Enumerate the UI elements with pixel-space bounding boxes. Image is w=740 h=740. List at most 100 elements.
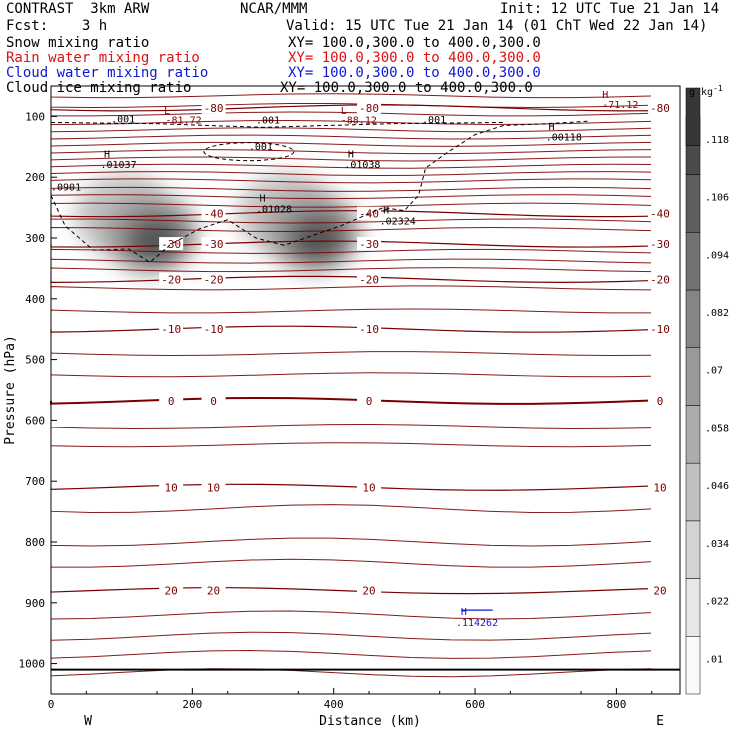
annotation-label: .001	[249, 142, 273, 153]
contour-line	[50, 631, 652, 641]
isotherm-label: 20	[207, 585, 220, 598]
colorbar-tick-label: .01	[705, 654, 723, 665]
contour-line	[50, 248, 652, 254]
contour-line	[50, 442, 652, 448]
y-tick-label: 700	[25, 475, 45, 488]
colorbar-tick-label: .034	[705, 539, 729, 550]
isotherm-label: 10	[207, 481, 220, 494]
annotation-label: .001	[256, 116, 280, 127]
legend-snow-label: Snow mixing ratio	[6, 35, 150, 51]
isotherm-label: 10	[362, 481, 375, 494]
center-title: NCAR/MMM	[240, 1, 308, 17]
contour-line	[50, 267, 652, 273]
isotherm--10	[50, 325, 652, 333]
colorbar-swatch	[685, 462, 701, 522]
contour-line	[50, 149, 652, 155]
legend-rain-label: Rain water mixing ratio	[6, 50, 200, 66]
colorbar-swatch	[685, 87, 701, 146]
colorbar-tick-label: .118	[705, 135, 729, 146]
annotation-label: H	[549, 122, 555, 133]
legend-snow-xy: XY= 100.0,300.0 to 400.0,300.0	[288, 35, 541, 51]
isotherm-label: 0	[366, 395, 373, 408]
plot-frame	[50, 85, 681, 695]
x-axis-label: Distance (km)	[319, 714, 421, 729]
annotation-label: H	[461, 607, 467, 618]
x-axis-west-label: W	[84, 714, 92, 729]
annotation-label: .001	[111, 114, 135, 125]
legend-rain-xy: XY= 100.0,300.0 to 400.0,300.0	[288, 50, 541, 66]
contour-line	[50, 134, 652, 140]
annotation-label: H	[348, 150, 354, 161]
isotherm-label: 0	[657, 395, 664, 408]
cloud-ice-top-contour	[50, 121, 504, 128]
legend-cloud-water-xy: XY= 100.0,300.0 to 400.0,300.0	[288, 65, 541, 81]
contour-line	[50, 610, 652, 620]
colorbar-swatch	[685, 289, 701, 348]
legend-cloud-water-label: Cloud water mixing ratio	[6, 65, 209, 81]
isotherm-20	[50, 587, 652, 595]
colorbar-swatch	[685, 232, 701, 291]
isotherm-label: -30	[359, 238, 379, 251]
annotation-label: .01038	[344, 160, 380, 171]
annotation-label: .01028	[256, 204, 292, 215]
annotation-label: .114262	[456, 618, 498, 629]
isotherm-label: -10	[161, 323, 181, 336]
isotherm-label: -10	[204, 323, 224, 336]
colorbar-unit: g kg-1	[689, 84, 723, 98]
legend-cloud-ice-xy: XY= 100.0,300.0 to 400.0,300.0	[280, 80, 533, 96]
colorbar-tick-label: .094	[705, 250, 729, 261]
isotherm-label: 20	[362, 585, 375, 598]
contour-line	[50, 156, 652, 162]
y-tick-label: 200	[25, 171, 45, 184]
isotherm-label: -20	[161, 273, 181, 286]
isotherm-label: -80	[650, 102, 670, 115]
contour-line	[50, 504, 652, 513]
y-tick-label: 400	[25, 293, 45, 306]
x-tick-label: 200	[182, 698, 202, 711]
colorbar-tick-label: .106	[705, 193, 729, 204]
annotation-label: -88.12	[341, 116, 377, 127]
contour-line	[50, 163, 652, 169]
snow-shading-1	[74, 174, 198, 273]
isotherm-10	[50, 483, 652, 491]
y-tick-label: 800	[25, 536, 45, 549]
y-tick-label: 500	[25, 354, 45, 367]
colorbar-tick-label: .022	[705, 597, 729, 608]
contour-line	[50, 650, 652, 659]
model-title: CONTRAST 3km ARW	[6, 1, 150, 17]
contour-line	[50, 537, 652, 547]
x-tick-label: 800	[606, 698, 626, 711]
contour-line	[50, 226, 652, 232]
contour-line	[50, 351, 652, 357]
contour-line	[50, 178, 652, 184]
colorbar-swatch	[685, 174, 701, 233]
isotherm-label: 20	[165, 585, 178, 598]
isotherm--30	[50, 240, 652, 248]
y-tick-label: 600	[25, 414, 45, 427]
contour-line	[50, 141, 652, 147]
annotation-label: L	[341, 106, 347, 117]
init-time: Init: 12 UTC Tue 21 Jan 14	[500, 1, 720, 17]
contour-line	[50, 186, 652, 192]
isotherm--80	[50, 104, 652, 112]
x-tick-label: 400	[324, 698, 344, 711]
annotation-label: .00118	[546, 133, 582, 144]
isotherm--40	[50, 210, 652, 218]
colorbar-swatch	[685, 636, 701, 695]
colorbar-swatch	[685, 405, 701, 464]
isotherm-label: -80	[204, 102, 224, 115]
isotherm-label: -10	[359, 323, 379, 336]
annotation-label: .01037	[100, 160, 136, 171]
isotherm-label: 10	[653, 481, 666, 494]
x-tick-label: 600	[465, 698, 485, 711]
contour-line	[50, 218, 652, 224]
contour-line	[50, 171, 652, 177]
contour-line	[50, 111, 652, 117]
y-tick-label: 300	[25, 232, 45, 245]
isotherm-label: -20	[204, 273, 224, 286]
contour-line	[50, 202, 652, 208]
contour-line	[50, 372, 652, 378]
cloud-ice-closed-contour	[203, 142, 295, 162]
